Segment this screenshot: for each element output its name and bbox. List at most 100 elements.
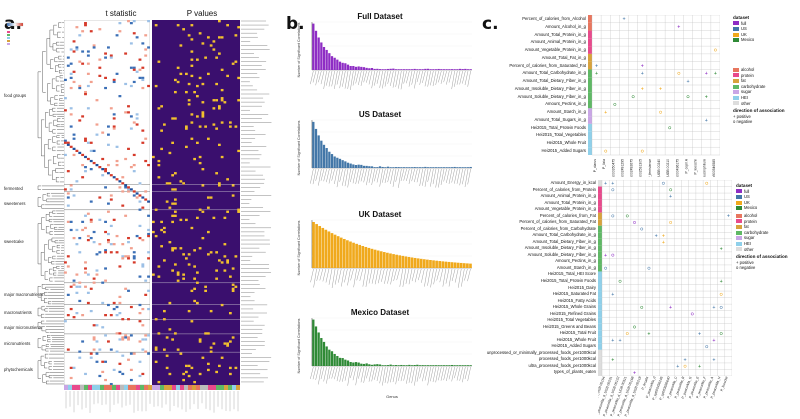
t-cell xyxy=(104,279,107,282)
t-cell xyxy=(86,212,90,215)
t-cell xyxy=(98,166,102,169)
dataset-legend-item-swatch xyxy=(733,26,739,31)
t-cell xyxy=(147,228,150,232)
top-col-label: P_ferrisiense xyxy=(648,159,652,177)
top-row-label: Hei2015_Total_Vegetables xyxy=(536,132,586,138)
tick-label-line xyxy=(456,366,461,381)
positive-marker: + xyxy=(659,86,662,91)
bar-chart-3: Number of Significant Correlations Genus xyxy=(297,317,472,399)
bar xyxy=(325,49,328,70)
bar xyxy=(421,167,424,168)
bar xyxy=(327,231,331,268)
t-cell xyxy=(78,299,82,303)
p-sig-cell xyxy=(231,289,235,293)
p-sig-cell xyxy=(174,210,177,213)
positive-marker: + xyxy=(698,331,701,336)
t-cell xyxy=(144,34,148,37)
t-cell xyxy=(98,348,102,351)
category-cell xyxy=(588,100,592,109)
bar-chart-0: Number of Significant Correlations xyxy=(297,21,472,90)
annotation-cell xyxy=(144,385,148,390)
t-cell xyxy=(81,163,85,167)
t-cell xyxy=(66,265,70,268)
bottom-row-label: Hei2015_Refined Grains xyxy=(550,310,596,316)
t-cell xyxy=(86,291,90,294)
p-sig-cell xyxy=(163,226,166,230)
t-statistic-title: t statistic xyxy=(105,9,137,18)
top-row-label: Hei2015_Added Sugars xyxy=(541,148,586,154)
t-cell xyxy=(98,58,102,61)
tick-label-line xyxy=(403,366,407,381)
category-cell xyxy=(598,343,602,350)
p-sig-cell xyxy=(226,342,229,345)
group-label-5: macronutrients xyxy=(4,310,32,316)
bar xyxy=(376,68,379,70)
t-cell xyxy=(144,334,148,337)
tick-label-line xyxy=(331,168,335,181)
top-col-label: P_copri_UGB 00210 xyxy=(666,159,670,177)
annotation-cell xyxy=(188,385,192,390)
bar xyxy=(320,42,323,70)
bar xyxy=(400,167,403,168)
positive-marker: + xyxy=(683,357,686,362)
positive-marker: + xyxy=(669,305,672,310)
t-cell xyxy=(118,295,122,299)
bar xyxy=(394,167,398,168)
t-cell xyxy=(141,372,145,376)
t-cell xyxy=(129,378,133,382)
t-cell xyxy=(127,358,130,361)
negative-marker xyxy=(611,188,615,192)
bottom-col-label: P_peacorkla_C xyxy=(666,376,678,399)
t-cell xyxy=(69,228,73,232)
category-cell xyxy=(588,147,592,155)
p-sig-cell xyxy=(165,200,169,203)
top-row-label: Amount_Starch_in_g xyxy=(546,109,586,115)
t-cell xyxy=(64,320,67,323)
chart-title-0: Full Dataset xyxy=(357,12,403,21)
t-cell xyxy=(98,251,102,254)
tick-label-line xyxy=(427,268,431,286)
p-sig-cell xyxy=(201,113,205,116)
t-cell xyxy=(89,352,93,355)
category-legend-item-swatch xyxy=(733,101,739,106)
bar xyxy=(448,365,451,366)
bar xyxy=(322,341,326,366)
p-sig-cell xyxy=(212,216,216,220)
t-cell xyxy=(104,314,107,317)
t-cell xyxy=(141,129,145,132)
annotation-cell xyxy=(148,385,152,390)
tick-label-line xyxy=(359,268,363,281)
bar xyxy=(438,261,442,268)
tick-label-line xyxy=(356,268,360,281)
bar xyxy=(450,167,454,168)
feature-name-labels xyxy=(241,20,272,383)
bar xyxy=(466,69,470,70)
p-sig-cell xyxy=(174,198,177,201)
tick-label-line xyxy=(344,268,348,283)
t-cell xyxy=(121,354,125,357)
t-cell xyxy=(109,382,113,385)
p-sig-cell xyxy=(193,249,196,252)
t-cell xyxy=(107,202,110,205)
p-sig-cell xyxy=(160,228,163,232)
t-cell xyxy=(64,188,67,191)
tick-label-line xyxy=(414,168,418,183)
category-legend-item-text: alcohol xyxy=(741,66,755,72)
tick-label-line xyxy=(406,168,410,182)
positive-marker: + xyxy=(654,233,657,238)
p-sig-cell xyxy=(174,332,177,335)
t-cell xyxy=(66,314,70,317)
t-cell xyxy=(141,239,145,242)
t-cell xyxy=(75,285,79,288)
top-col-label: P_clarus xyxy=(593,159,597,172)
t-cell xyxy=(135,113,139,116)
tick-label-line xyxy=(376,366,381,382)
tick-label-line xyxy=(347,366,351,386)
p-sig-cell xyxy=(196,301,199,305)
tick-label-line xyxy=(414,366,418,386)
t-cell xyxy=(78,86,82,90)
category-legend-item-text: carbohydrate xyxy=(741,83,766,89)
top-row-label: Amount_Total_Sugars_in_g xyxy=(534,116,586,122)
p-sig-cell xyxy=(220,121,224,124)
category-legend-item-2-4: sugar xyxy=(736,235,794,241)
